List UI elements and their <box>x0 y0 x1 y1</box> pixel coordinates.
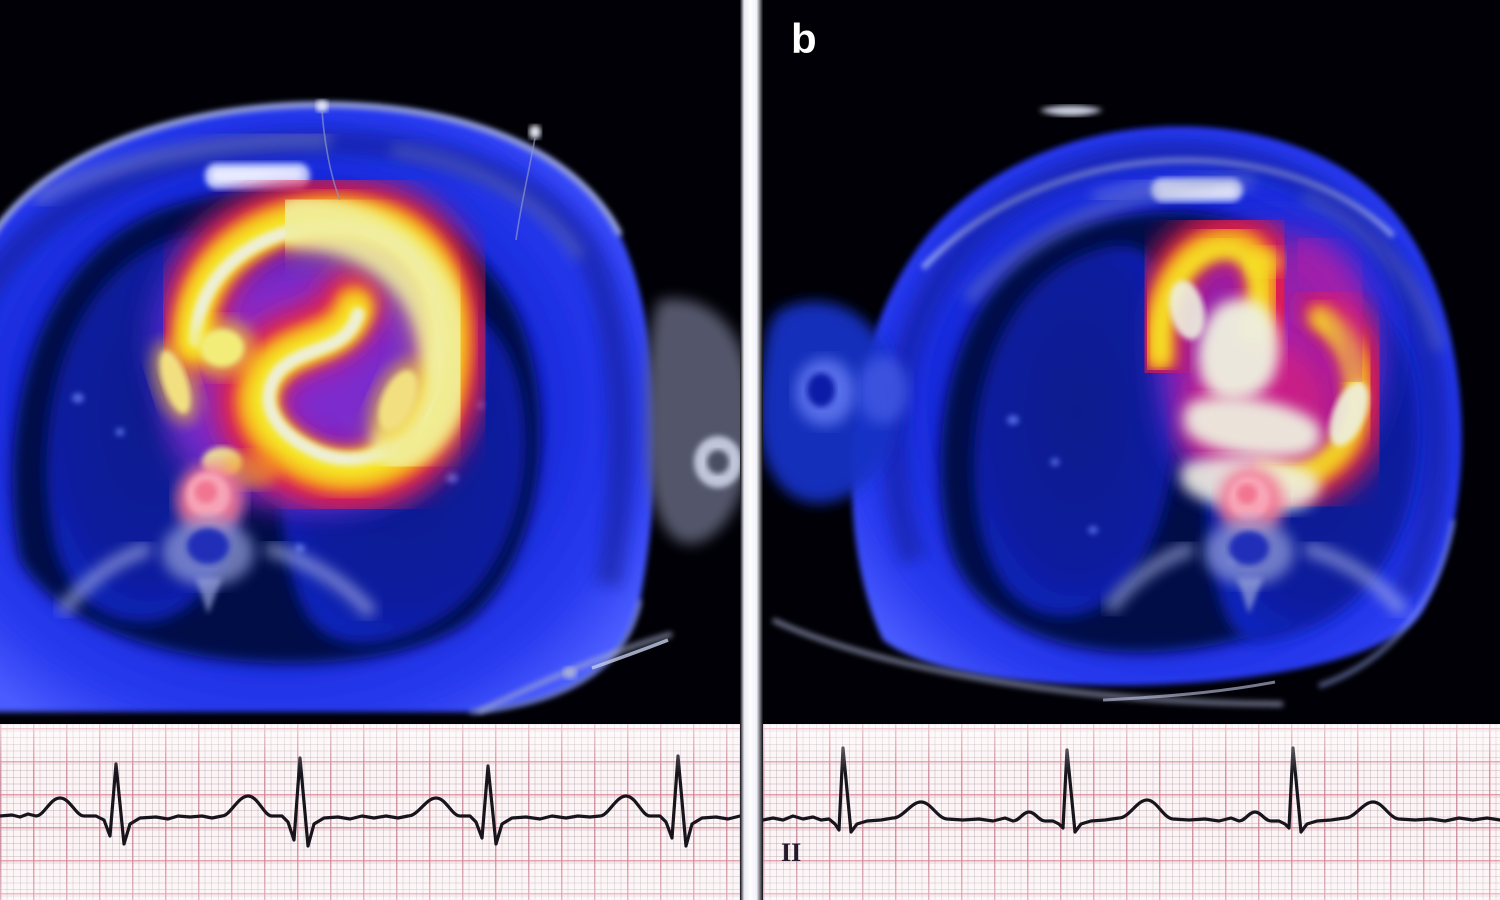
panel-divider <box>740 0 763 900</box>
panel-b-ecg-trace <box>763 746 1500 834</box>
surgical-clip-b <box>1039 105 1103 116</box>
sternum-a <box>205 163 310 189</box>
descending-aorta-a <box>176 464 244 536</box>
ecg-electrode-markers-a <box>316 100 541 241</box>
panel-a-svg <box>0 0 740 724</box>
panel-b-svg <box>763 0 1500 724</box>
panel-b: b II <box>763 0 1500 900</box>
right-arm-a <box>647 298 740 544</box>
panel-a-ecg-strip <box>0 724 740 900</box>
left-arm-b <box>763 301 909 504</box>
panel-b-label: b <box>791 15 818 62</box>
panel-b-scan-image <box>763 0 1500 724</box>
vertebra-a <box>56 518 377 619</box>
panel-a-ecg-trace <box>0 754 740 848</box>
table-edge-b <box>771 617 1284 707</box>
myocardial-uptake-a <box>149 176 490 513</box>
panel-a-scan-image <box>0 0 740 724</box>
panel-b-ecg-strip: II <box>763 724 1500 900</box>
table-edge-artifact-a <box>476 631 673 715</box>
panel-b-lead-label: II <box>781 838 802 867</box>
vertebra-b <box>1103 519 1409 617</box>
panel-a <box>0 0 740 900</box>
myocardial-uptake-b <box>1131 207 1391 512</box>
descending-aorta-b <box>1218 467 1284 537</box>
